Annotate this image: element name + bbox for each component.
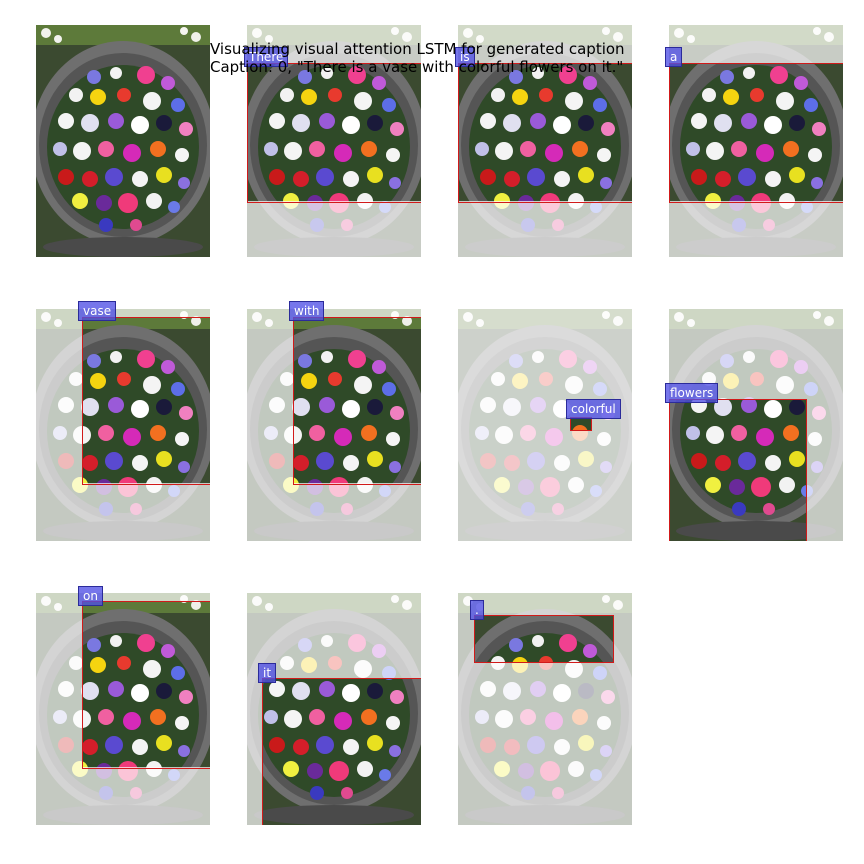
flower-vase-photo	[36, 25, 210, 257]
attention-panel-10	[458, 593, 632, 825]
word-tag-period: .	[470, 600, 484, 620]
attention-bounding-box	[82, 317, 210, 485]
word-tag-on: on	[78, 586, 103, 606]
title-line-1: Visualizing visual attention LSTM for ge…	[210, 40, 625, 58]
attention-bounding-box	[82, 601, 210, 769]
attention-bounding-box	[669, 63, 843, 203]
attention-panel-3	[669, 25, 843, 257]
word-tag-flowers: flowers	[665, 383, 719, 403]
attention-panel-5	[247, 309, 421, 541]
word-tag-a: a	[665, 47, 683, 67]
attention-bounding-box	[262, 678, 421, 825]
attention-bounding-box	[247, 63, 421, 203]
word-tag-colorful: colorful	[566, 399, 621, 419]
attention-bounding-box	[570, 417, 592, 431]
attention-panel-9	[247, 593, 421, 825]
word-tag-it: it	[258, 663, 277, 683]
title-line-2: Caption: 0, "There is a vase with colorf…	[210, 58, 624, 76]
attention-bounding-box	[474, 615, 614, 663]
word-tag-is: is	[455, 47, 475, 67]
attention-panel-8	[36, 593, 210, 825]
attention-panel-4	[36, 309, 210, 541]
attention-mask	[458, 309, 632, 541]
original-image-panel	[36, 25, 210, 257]
attention-bounding-box	[293, 317, 421, 485]
figure-title: Visualizing visual attention LSTM for ge…	[210, 40, 625, 76]
attention-panel-7	[669, 309, 843, 541]
word-tag-vase: vase	[78, 301, 117, 321]
word-tag-there: There	[244, 47, 289, 67]
attention-bounding-box	[669, 399, 807, 541]
attention-panel-2	[458, 25, 632, 257]
attention-panel-6	[458, 309, 632, 541]
word-tag-with: with	[289, 301, 325, 321]
attention-bounding-box	[458, 63, 632, 203]
